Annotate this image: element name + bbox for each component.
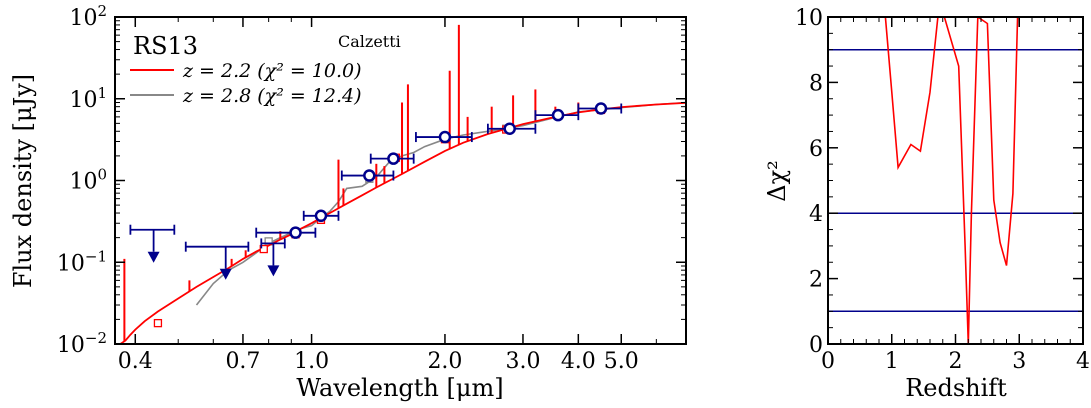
chi2-y-tick-label: 2 (809, 268, 823, 293)
chi2-plot-area (828, 17, 1083, 344)
chi2-y-tick-label: 8 (809, 71, 823, 96)
detection-point (387, 152, 400, 165)
detection-point (594, 102, 608, 115)
sed-y-tick-label: 101 (69, 84, 107, 113)
sed-y-tick-label: 102 (69, 2, 107, 31)
chi2-y-axis-title: Δχ² (763, 160, 791, 202)
legend: z = 2.2 (χ² = 10.0) z = 2.8 (χ² = 12.4) (130, 60, 362, 107)
sed-y-tick-label: 10−2 (57, 329, 107, 358)
detection-point (363, 169, 376, 182)
sed-x-tick-label: 0.7 (225, 349, 260, 374)
sed-y-tick-label: 10−1 (57, 247, 107, 276)
chi2-x-tick-label: 1 (885, 349, 899, 374)
upper-limit-arrow (219, 268, 232, 280)
sed-series-line-0 (119, 102, 686, 344)
sed-panel: 10−2 10−1 100 101 102 0.4 0.7 1.0 2.0 3.0 4.0 5.0 R… (9, 2, 687, 402)
chi2-y-tick-label: 4 (809, 202, 823, 227)
chi2-y-tick-label: 10 (795, 6, 823, 31)
chi2-x-axis-title: Redshift (905, 374, 1007, 402)
sed-x-tick-label: 4.0 (561, 349, 596, 374)
detection-point (314, 209, 328, 223)
chi2-panel: 0 2 4 6 8 10 0 1 2 3 4 Redshift Δχ² (763, 6, 1090, 402)
legend-entry-z22: z = 2.2 (χ² = 10.0) (182, 60, 362, 82)
model-band-marker (259, 244, 268, 254)
panel-title: RS13 (133, 32, 198, 60)
sed-x-tick-label: 0.4 (118, 349, 153, 374)
chi2-x-tick-label: 4 (1076, 349, 1090, 374)
chi2-y-tick-label: 0 (809, 333, 823, 358)
model-band-marker (153, 318, 163, 328)
chi2-x-tick-label: 0 (821, 349, 835, 374)
legend-entry-z28: z = 2.8 (χ² = 12.4) (182, 85, 362, 107)
sed-x-tick-label: 3.0 (505, 349, 540, 374)
sed-x-axis-title: Wavelength [μm] (296, 374, 503, 402)
sed-y-tick-label: 100 (69, 166, 107, 195)
detection-point (289, 226, 302, 239)
sed-y-axis-title: Flux density [μJy] (9, 74, 37, 288)
upper-limit-arrow (267, 265, 280, 277)
sed-x-tick-label: 5.0 (604, 349, 639, 374)
sed-x-tick-label: 1.0 (294, 349, 329, 374)
chi2-x-tick-label: 3 (1012, 349, 1026, 374)
detection-point (503, 122, 516, 135)
chi2-curve (884, 17, 1019, 344)
chi2-x-tick-label: 2 (949, 349, 963, 374)
upper-limit-arrow (147, 251, 160, 263)
sed-x-tick-label: 2.0 (427, 349, 462, 374)
sed-plot-area (119, 24, 686, 344)
chi2-frame (827, 16, 1084, 345)
model-annotation: Calzetti (338, 32, 401, 51)
chi2-y-tick-label: 6 (809, 137, 823, 162)
detection-point (438, 130, 452, 144)
detection-point (551, 108, 565, 122)
